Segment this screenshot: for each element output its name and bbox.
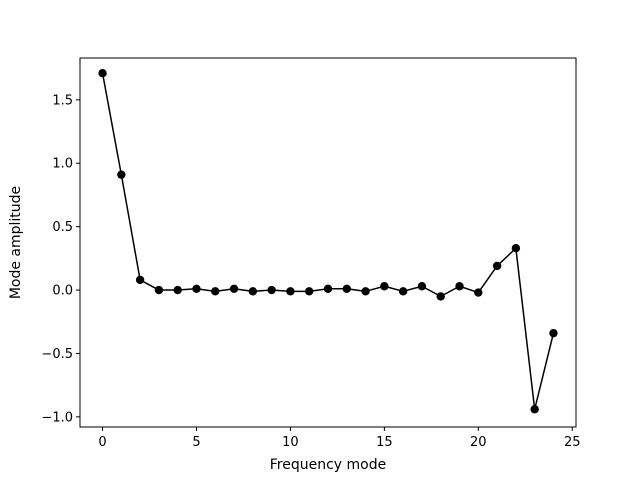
- data-point: [154, 285, 164, 295]
- data-point: [305, 287, 314, 296]
- data-point: [173, 285, 182, 295]
- data-point: [511, 244, 521, 253]
- data-point: [455, 282, 464, 291]
- data-point: [248, 287, 258, 296]
- x-axis-ticks: 0 5 10 15 20 25: [98, 427, 581, 450]
- y-axis-ticks: −1.0 −0.5 0.0 0.5 1.0 1.5: [41, 93, 80, 425]
- data-point: [549, 328, 558, 338]
- data-point: [135, 275, 145, 285]
- data-point: [98, 69, 107, 78]
- y-tick-label: −1.0: [41, 410, 73, 425]
- data-point: [417, 282, 427, 291]
- x-tick-label: 20: [470, 435, 487, 450]
- y-tick-label: 1.0: [52, 157, 73, 172]
- y-tick-label: 0.0: [52, 284, 73, 299]
- data-point: [530, 405, 539, 414]
- x-tick-label: 0: [98, 435, 106, 450]
- data-point: [267, 285, 276, 295]
- y-tick-label: 0.5: [52, 220, 73, 235]
- data-point: [380, 282, 389, 291]
- y-tick-label: −0.5: [41, 347, 73, 362]
- data-point: [342, 284, 351, 293]
- data-point: [361, 287, 370, 296]
- y-axis-label: Mode amplitude: [8, 186, 24, 299]
- data-point: [286, 287, 295, 296]
- data-point: [117, 170, 126, 179]
- data-point: [323, 284, 333, 293]
- data-point: [474, 288, 483, 297]
- y-tick-label: 1.5: [52, 93, 73, 108]
- data-point: [229, 284, 239, 293]
- data-point: [192, 284, 201, 293]
- series-layer: [98, 69, 558, 414]
- data-point: [492, 261, 502, 271]
- x-tick-label: 10: [282, 435, 299, 450]
- series-line: [101, 73, 555, 410]
- x-axis-label: Frequency mode: [270, 457, 386, 473]
- data-point: [398, 287, 408, 296]
- x-tick-label: 25: [564, 435, 581, 450]
- x-tick-label: 5: [192, 435, 200, 450]
- data-point: [211, 287, 220, 296]
- data-point: [436, 292, 445, 301]
- x-tick-label: 15: [376, 435, 393, 450]
- plot-frame: [79, 57, 577, 428]
